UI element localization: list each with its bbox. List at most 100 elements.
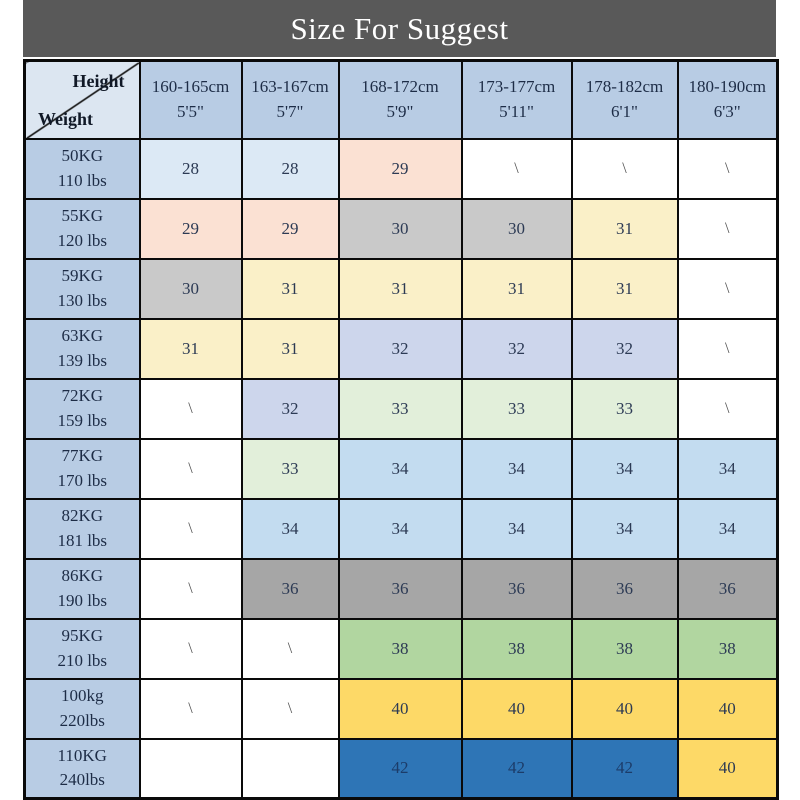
size-table-body: 50KG 110 lbs 28 28 29 \ \ \ 55KG 120 lbs 29 29 30 30 3… <box>23 137 779 800</box>
row-weight-kg: 72KG <box>61 385 104 405</box>
corner-height-label: Height <box>72 71 125 91</box>
page-title: Size For Suggest <box>290 10 509 46</box>
not-available-cell: \ <box>138 437 243 500</box>
size-value-cell: 36 <box>460 557 573 620</box>
row-weight-kg: 100kg <box>61 685 104 705</box>
row-header: 100kg 220lbs <box>23 677 141 740</box>
size-value-cell: 33 <box>240 437 340 500</box>
row-weight-lbs: 110 lbs <box>57 170 107 190</box>
size-value-cell: 42 <box>460 737 573 800</box>
size-value-cell: 34 <box>676 497 779 560</box>
row-weight-lbs: 139 lbs <box>57 350 108 370</box>
size-value-cell: 40 <box>337 677 463 740</box>
not-available-cell: \ <box>138 617 243 680</box>
row-weight-lbs: 220lbs <box>59 710 105 730</box>
not-available-cell: \ <box>676 137 779 200</box>
row-header: 110KG 240lbs <box>23 737 141 800</box>
row-header: 50KG 110 lbs <box>23 137 141 200</box>
size-value-cell: 31 <box>240 257 340 320</box>
size-table-header: Height Weight 160-165cm 5'5" 163-167cm 5'7"… <box>23 59 779 140</box>
row-weight-kg: 55KG <box>61 205 104 225</box>
size-value-cell: 28 <box>138 137 243 200</box>
size-value-cell: 30 <box>138 257 243 320</box>
table-row: 100kg 220lbs \ \ 40 40 40 40 <box>23 677 779 740</box>
header-row: Height Weight 160-165cm 5'5" 163-167cm 5'7"… <box>23 59 779 140</box>
not-available-cell: \ <box>138 497 243 560</box>
size-value-cell: 32 <box>337 317 463 380</box>
row-weight-lbs: 120 lbs <box>57 230 108 250</box>
size-value-cell: 29 <box>337 137 463 200</box>
column-height-cm: 163-167cm <box>251 77 329 97</box>
size-value-cell: 28 <box>240 137 340 200</box>
size-value-cell: 32 <box>460 317 573 380</box>
size-value-cell: 33 <box>570 377 679 440</box>
table-row: 55KG 120 lbs 29 29 30 30 31 \ <box>23 197 779 260</box>
size-value-cell: 36 <box>240 557 340 620</box>
row-weight-kg: 110KG <box>57 745 107 765</box>
column-height-cm: 180-190cm <box>688 77 766 97</box>
column-height-ft: 5'5" <box>176 101 204 121</box>
size-value-cell: 38 <box>337 617 463 680</box>
column-header: 160-165cm 5'5" <box>138 59 243 140</box>
size-value-cell: 34 <box>570 497 679 560</box>
column-height-ft: 5'9" <box>386 101 414 121</box>
not-available-cell: \ <box>676 197 779 260</box>
not-available-cell: \ <box>570 137 679 200</box>
size-value-cell: 31 <box>570 197 679 260</box>
size-table: Height Weight 160-165cm 5'5" 163-167cm 5'7"… <box>23 59 779 800</box>
table-row: 77KG 170 lbs \ 33 34 34 34 34 <box>23 437 779 500</box>
size-value-cell: 38 <box>460 617 573 680</box>
size-value-cell: 36 <box>570 557 679 620</box>
table-row: 86KG 190 lbs \ 36 36 36 36 36 <box>23 557 779 620</box>
row-header: 63KG 139 lbs <box>23 317 141 380</box>
row-weight-lbs: 170 lbs <box>57 470 108 490</box>
not-available-cell: \ <box>460 137 573 200</box>
size-value-cell: 40 <box>460 677 573 740</box>
size-value-cell: 36 <box>337 557 463 620</box>
title-banner: Size For Suggest <box>23 0 776 57</box>
row-weight-kg: 77KG <box>61 445 104 465</box>
size-value-cell: 34 <box>460 437 573 500</box>
column-header: 178-182cm 6'1" <box>570 59 679 140</box>
size-value-cell: 34 <box>570 437 679 500</box>
column-height-ft: 6'1" <box>610 101 638 121</box>
size-value-cell: 40 <box>676 677 779 740</box>
table-row: 50KG 110 lbs 28 28 29 \ \ \ <box>23 137 779 200</box>
row-weight-kg: 82KG <box>61 505 104 525</box>
size-value-cell: 31 <box>138 317 243 380</box>
size-value-cell: 33 <box>337 377 463 440</box>
column-height-ft: 6'3" <box>713 101 741 121</box>
row-weight-kg: 50KG <box>61 145 104 165</box>
not-available-cell: \ <box>138 557 243 620</box>
table-row: 110KG 240lbs 42 42 42 40 <box>23 737 779 800</box>
size-value-cell: 31 <box>460 257 573 320</box>
corner-cell: Height Weight <box>23 59 141 140</box>
column-height-cm: 178-182cm <box>585 77 664 97</box>
row-header: 77KG 170 lbs <box>23 437 141 500</box>
not-available-cell: \ <box>240 677 340 740</box>
size-value-cell: 30 <box>460 197 573 260</box>
size-value-cell: 32 <box>570 317 679 380</box>
table-row: 95KG 210 lbs \ \ 38 38 38 38 <box>23 617 779 680</box>
column-height-ft: 5'11" <box>499 101 534 121</box>
not-available-cell: \ <box>138 377 243 440</box>
size-value-cell: 42 <box>337 737 463 800</box>
size-value-cell: 34 <box>337 437 463 500</box>
size-value-cell: 29 <box>240 197 340 260</box>
column-header: 168-172cm 5'9" <box>337 59 463 140</box>
column-header: 180-190cm 6'3" <box>676 59 779 140</box>
size-value-cell: 34 <box>337 497 463 560</box>
size-value-cell: 38 <box>570 617 679 680</box>
row-weight-kg: 86KG <box>61 565 104 585</box>
table-row: 82KG 181 lbs \ 34 34 34 34 34 <box>23 497 779 560</box>
not-available-cell: \ <box>138 677 243 740</box>
column-height-cm: 173-177cm <box>477 77 556 97</box>
empty-cell <box>138 737 243 800</box>
size-value-cell: 34 <box>460 497 573 560</box>
corner-weight-label: Weight <box>38 108 94 129</box>
row-weight-lbs: 181 lbs <box>57 530 108 550</box>
row-weight-kg: 59KG <box>61 265 104 285</box>
table-row: 72KG 159 lbs \ 32 33 33 33 \ <box>23 377 779 440</box>
size-value-cell: 42 <box>570 737 679 800</box>
column-height-cm: 168-172cm <box>361 77 439 97</box>
